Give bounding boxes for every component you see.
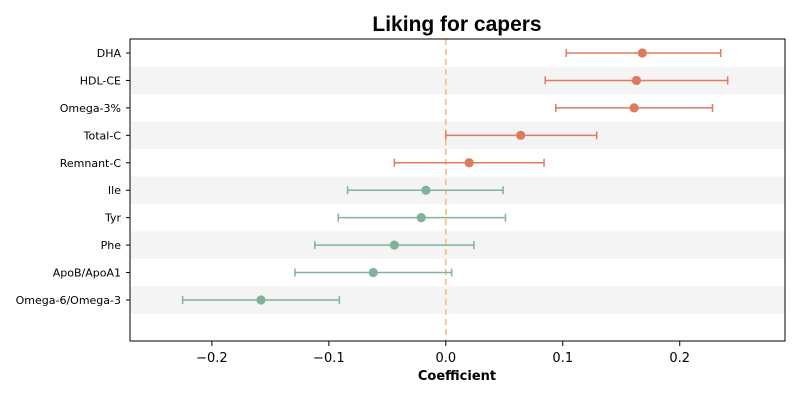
y-tick-label: Remnant-C [60,157,122,170]
y-tick-label: Total-C [83,129,122,142]
x-tick-label: 0.1 [552,351,573,366]
estimate-point [368,267,378,278]
estimate-point [637,48,647,58]
chart-title: Liking for capers [372,13,541,36]
estimate-point [389,240,399,250]
estimate-point [631,75,642,86]
x-tick-label: 0.0 [435,351,456,366]
y-tick-label: Omega-3% [60,102,121,115]
x-axis-label: Coefficient [418,369,496,384]
estimate-point [464,158,474,168]
y-tick-label: Omega-6/Omega-3 [16,294,121,307]
y-tick-label: Ile [108,184,121,197]
y-tick-label: ApoB/ApoA1 [53,267,121,280]
x-tick-label: 0.2 [669,351,690,366]
estimate-point [256,295,266,305]
estimate-point [421,185,431,195]
estimate-point [516,130,526,140]
x-axis: −0.2 −0.1 0.0 0.1 0.2 [196,341,690,366]
y-tick-label: DHA [97,47,122,60]
estimate-point [629,103,639,113]
estimate-point [416,213,426,223]
x-tick-label: −0.1 [313,351,345,366]
y-axis: DHA HDL-CE Omega-3% Total-C Remnant-C Ile Tyr P… [16,47,130,307]
y-tick-label: Phe [101,239,122,252]
y-tick-label: Tyr [104,212,122,225]
y-tick-label: HDL-CE [80,74,121,87]
estimate-marks [181,48,729,305]
x-tick-label: −0.2 [196,351,228,366]
